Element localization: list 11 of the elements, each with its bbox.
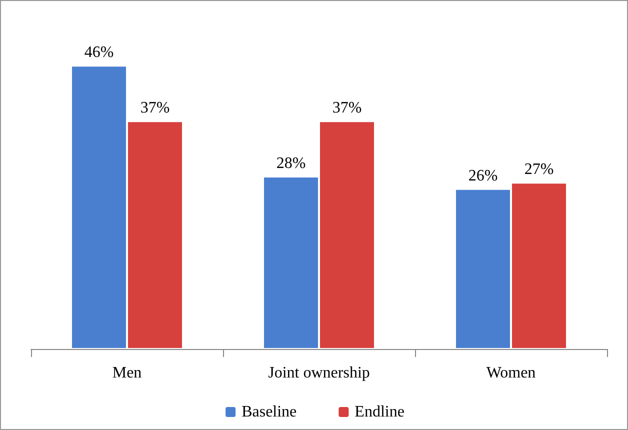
x-tick-label: Joint ownership	[268, 364, 370, 382]
data-label: 46%	[84, 44, 114, 62]
data-label: 27%	[524, 161, 554, 178]
legend-label: Baseline	[242, 404, 297, 420]
data-label: 37%	[332, 100, 362, 117]
data-label: 28%	[276, 155, 306, 172]
x-tick-label: Men	[112, 364, 142, 382]
x-tick-label: Women	[486, 364, 536, 382]
data-label: 26%	[468, 167, 498, 184]
legend-label: Endline	[354, 404, 404, 420]
data-label: 37%	[140, 100, 170, 117]
